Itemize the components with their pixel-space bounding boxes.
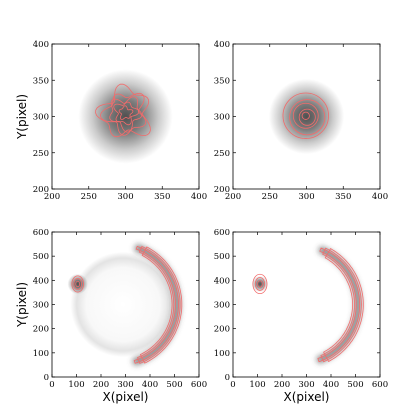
contour-line xyxy=(95,83,151,138)
y-tick-label: 250 xyxy=(214,149,230,159)
x-tick-label: 500 xyxy=(166,380,182,390)
y-tick-label: 200 xyxy=(214,325,230,335)
x-tick-label: 200 xyxy=(44,192,60,202)
panel-bottom-left-plot xyxy=(67,242,183,368)
y-axis-label: Y(pixel) xyxy=(15,94,29,140)
panel-top-left-plot xyxy=(78,69,173,164)
x-tick-label: 600 xyxy=(191,380,207,390)
x-tick-label: 350 xyxy=(335,192,351,202)
contour-line xyxy=(136,245,181,364)
x-tick-label: 250 xyxy=(262,192,278,202)
y-tick-label: 0 xyxy=(44,373,49,383)
y-tick-label: 600 xyxy=(33,228,49,238)
contour-line xyxy=(292,102,319,129)
contour-line xyxy=(109,96,143,133)
y-tick-label: 500 xyxy=(33,252,49,262)
contour-line xyxy=(75,280,81,288)
y-tick-label: 200 xyxy=(214,185,230,195)
x-tick-label: 0 xyxy=(49,380,54,390)
y-tick-label: 200 xyxy=(33,185,49,195)
x-tick-label: 500 xyxy=(347,380,363,390)
x-tick-label: 200 xyxy=(225,192,241,202)
x-tick-label: 300 xyxy=(117,192,133,202)
x-tick-label: 400 xyxy=(323,380,339,390)
panel-bottom-right-plot xyxy=(251,244,364,366)
x-axis-label: X(pixel) xyxy=(103,390,149,404)
contour-line xyxy=(289,99,326,136)
y-tick-label: 300 xyxy=(33,301,49,311)
contour-line xyxy=(73,278,83,290)
contour-line xyxy=(252,273,268,295)
contour-line xyxy=(100,92,147,136)
y-tick-label: 350 xyxy=(214,76,230,86)
y-tick-label: 200 xyxy=(33,325,49,335)
y-tick-label: 0 xyxy=(225,373,230,383)
x-tick-label: 250 xyxy=(81,192,97,202)
contour-line xyxy=(320,247,362,363)
x-axis-label: X(pixel) xyxy=(284,390,330,404)
x-tick-label: 350 xyxy=(154,192,170,202)
image-halo xyxy=(70,251,176,358)
y-tick-label: 400 xyxy=(33,276,49,286)
y-tick-label: 250 xyxy=(33,149,49,159)
y-tick-label: 400 xyxy=(33,40,49,50)
contour-line xyxy=(118,105,134,120)
image-blob xyxy=(268,78,345,155)
y-tick-label: 500 xyxy=(214,252,230,262)
y-tick-label: 300 xyxy=(214,113,230,123)
x-tick-label: 200 xyxy=(274,380,290,390)
contour-line xyxy=(323,248,364,363)
x-tick-label: 0 xyxy=(230,380,235,390)
contour-line xyxy=(282,92,329,139)
x-tick-label: 400 xyxy=(372,192,388,202)
y-tick-label: 400 xyxy=(214,40,230,50)
x-tick-label: 200 xyxy=(93,380,109,390)
contour-line xyxy=(301,111,310,120)
y-tick-label: 400 xyxy=(214,276,230,286)
contour-line xyxy=(257,280,263,288)
contour-line xyxy=(254,277,266,291)
x-tick-label: 100 xyxy=(68,380,84,390)
x-tick-label: 300 xyxy=(298,192,314,202)
x-tick-label: 400 xyxy=(142,380,158,390)
y-tick-label: 300 xyxy=(33,113,49,123)
x-tick-label: 300 xyxy=(117,380,133,390)
x-tick-label: 300 xyxy=(298,380,314,390)
y-tick-label: 100 xyxy=(33,349,49,359)
contour-line xyxy=(113,101,140,126)
panel-top-right-plot xyxy=(268,78,345,155)
image-arc-core xyxy=(317,247,361,363)
contour-line xyxy=(139,246,183,364)
y-tick-label: 300 xyxy=(214,301,230,311)
y-tick-label: 350 xyxy=(33,76,49,86)
x-tick-label: 400 xyxy=(191,192,207,202)
y-axis-label: Y(pixel) xyxy=(15,282,29,328)
image-blob xyxy=(78,69,173,164)
contour-line xyxy=(71,275,85,293)
contour-line xyxy=(298,108,316,126)
contour-line xyxy=(317,247,361,363)
x-tick-label: 100 xyxy=(249,380,265,390)
contour-line xyxy=(133,245,179,364)
y-tick-label: 100 xyxy=(214,349,230,359)
x-tick-label: 600 xyxy=(372,380,388,390)
y-tick-label: 600 xyxy=(214,228,230,238)
image-source xyxy=(67,273,88,295)
image-arc-core xyxy=(133,245,180,365)
